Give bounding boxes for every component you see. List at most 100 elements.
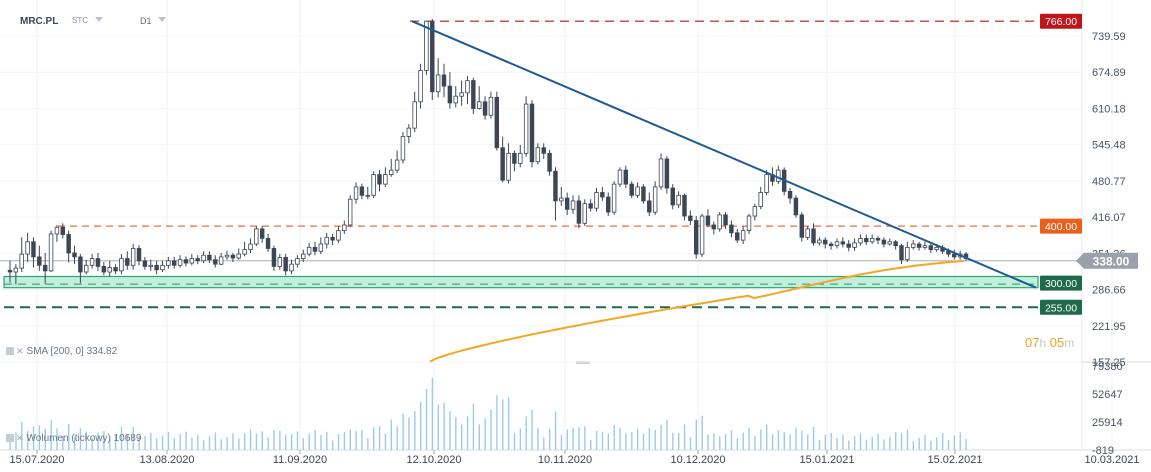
candle-down bbox=[359, 186, 365, 196]
candle-up bbox=[453, 95, 458, 104]
time-tick-label: 11.09.2020 bbox=[273, 454, 327, 466]
volume-bar bbox=[91, 437, 93, 450]
candle-down bbox=[500, 147, 505, 181]
volume-bar bbox=[601, 431, 604, 450]
volume-bar bbox=[853, 436, 856, 450]
candle-up bbox=[342, 224, 347, 231]
volume-bar bbox=[378, 426, 381, 450]
candle-up bbox=[934, 246, 939, 251]
volume-label: Wolumen bbox=[26, 433, 69, 444]
candle-up bbox=[400, 136, 406, 161]
candle-up bbox=[324, 236, 329, 245]
volume-bar bbox=[238, 438, 240, 450]
candle-down bbox=[113, 267, 118, 272]
candle-down bbox=[101, 266, 107, 273]
volume-bar bbox=[390, 419, 393, 450]
candle-up bbox=[465, 80, 470, 94]
chevron-down-icon[interactable] bbox=[158, 17, 166, 22]
candle-down bbox=[916, 243, 922, 248]
volume-bar bbox=[62, 435, 64, 450]
candle-up bbox=[406, 127, 412, 137]
volume-bar bbox=[900, 433, 903, 450]
sma-indicator-legend[interactable]: ✕ SMA [200, 0] 334.82 bbox=[6, 346, 117, 357]
volume-tick-label: 25914 bbox=[1092, 417, 1123, 429]
volume-bar bbox=[625, 433, 627, 450]
sma-value: 334.82 bbox=[86, 346, 118, 357]
timeframe-selector[interactable]: D1 bbox=[140, 16, 152, 26]
volume-bar bbox=[56, 428, 58, 450]
candle-down bbox=[37, 256, 42, 266]
label-400-text: 400.00 bbox=[1045, 221, 1077, 233]
candle-up bbox=[277, 257, 283, 267]
candle-down bbox=[66, 234, 71, 254]
volume-indicator-legend[interactable]: ✕ Wolumen (tickowy) 10689 bbox=[6, 433, 141, 444]
volume-bar bbox=[138, 436, 140, 450]
candle-down bbox=[512, 152, 517, 164]
volume-bar bbox=[126, 434, 129, 450]
volume-bar bbox=[842, 434, 844, 450]
time-tick-label: 15.07.2020 bbox=[9, 454, 64, 466]
indicator-settings-icon[interactable] bbox=[6, 347, 14, 355]
candle-down bbox=[230, 254, 236, 259]
candle-down bbox=[207, 254, 212, 261]
volume-bar bbox=[566, 429, 568, 450]
volume-bar bbox=[953, 435, 956, 450]
price-labels: 766.00 400.00 300.00 255.00 338.00 bbox=[1040, 13, 1138, 315]
candle-up bbox=[887, 241, 892, 245]
volume-bar bbox=[9, 435, 11, 450]
candle-up bbox=[518, 152, 523, 164]
candle-up bbox=[148, 264, 153, 267]
volume-bar bbox=[789, 434, 791, 450]
chevron-down-icon[interactable] bbox=[95, 17, 103, 22]
volume-bar bbox=[349, 429, 351, 450]
volume-bar bbox=[783, 432, 785, 450]
volume-bar bbox=[296, 431, 299, 450]
volume-bar bbox=[85, 431, 88, 450]
candle-up bbox=[394, 159, 400, 171]
candle-up bbox=[418, 70, 423, 103]
volume-bar bbox=[103, 430, 105, 450]
candle-up bbox=[84, 264, 89, 273]
volume-bar bbox=[572, 427, 574, 450]
sma-params: [200, 0] bbox=[50, 346, 84, 357]
volume-bar bbox=[167, 431, 170, 450]
volume-bar bbox=[343, 431, 346, 450]
volume-bar bbox=[724, 434, 727, 450]
candle-up bbox=[776, 169, 781, 182]
candle-down bbox=[430, 20, 435, 93]
candle-countdown: 07h 05m bbox=[1025, 335, 1074, 350]
volume-bar bbox=[760, 429, 762, 450]
time-tick-label: 10.11.2020 bbox=[538, 454, 592, 466]
volume-bar bbox=[255, 433, 258, 450]
candle-up bbox=[752, 206, 758, 217]
close-icon[interactable]: ✕ bbox=[16, 433, 24, 443]
candle-up bbox=[25, 241, 30, 255]
chart-type-selector[interactable]: STC bbox=[72, 16, 88, 25]
candle-down bbox=[447, 85, 453, 104]
candle-down bbox=[840, 241, 846, 245]
candle-up bbox=[236, 253, 241, 259]
volume-bar bbox=[678, 433, 680, 450]
symbol-label[interactable]: MRC.PL bbox=[20, 16, 59, 27]
volume-bar bbox=[590, 440, 592, 450]
candle-down bbox=[576, 200, 582, 224]
volume-bar bbox=[666, 420, 668, 450]
countdown-hours: 07 bbox=[1025, 335, 1040, 350]
volume-bar bbox=[531, 409, 533, 450]
indicator-settings-icon[interactable] bbox=[6, 434, 14, 442]
candle-down bbox=[95, 258, 101, 267]
candle-up bbox=[389, 169, 394, 175]
candle-down bbox=[952, 253, 957, 258]
candle-down bbox=[705, 215, 711, 226]
volume-bar bbox=[396, 426, 398, 450]
volume-bar bbox=[619, 427, 621, 450]
close-icon[interactable]: ✕ bbox=[16, 346, 24, 356]
volume-bar bbox=[455, 416, 457, 450]
price-tick-label: 739.59 bbox=[1092, 31, 1126, 43]
volume-bar bbox=[525, 416, 527, 450]
candle-down bbox=[330, 236, 335, 241]
candle-up bbox=[371, 174, 376, 196]
candle-up bbox=[166, 260, 171, 266]
